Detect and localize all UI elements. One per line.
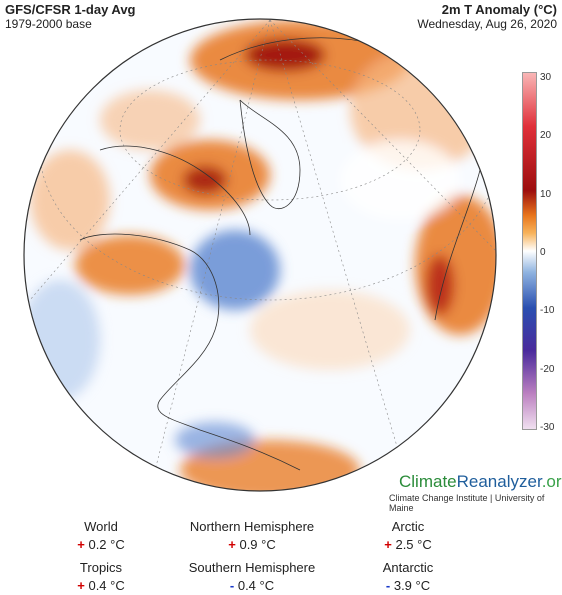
stat-label: World (84, 519, 118, 534)
stat-tropics: Tropics + 0.4 °C (6, 559, 196, 595)
stat-southern-hemisphere: Southern Hemisphere - 0.4 °C (157, 559, 347, 595)
stat-value: 0.9 °C (239, 537, 276, 552)
stat-sign: - (385, 578, 391, 593)
stat-value: 2.5 °C (395, 537, 432, 552)
stat-arctic: Arctic + 2.5 °C (313, 518, 503, 554)
institute-credit: Climate Change Institute | University of… (389, 493, 545, 513)
stat-label: Northern Hemisphere (189, 519, 315, 534)
stat-world: World + 0.2 °C (6, 518, 196, 554)
stat-sign: + (77, 537, 85, 552)
stat-sign: + (384, 537, 392, 552)
tick-label: 10 (540, 189, 552, 200)
stat-label: Southern Hemisphere (188, 560, 316, 575)
colorbar (522, 72, 537, 430)
stat-value: 3.9 °C (393, 578, 431, 593)
tick-label: -20 (540, 364, 555, 375)
tick-label: -10 (540, 305, 555, 316)
title-block: GFS/CFSR 1-day Avg 1979-2000 base (5, 2, 136, 32)
tick-label: 30 (540, 72, 552, 83)
map-title: GFS/CFSR 1-day Avg (5, 2, 136, 17)
stat-label: Antarctic (382, 560, 434, 575)
tick-label: 0 (540, 247, 546, 258)
stat-sign: - (229, 578, 235, 593)
base-period: 1979-2000 base (5, 17, 92, 31)
variable-title: 2m T Anomaly (°C) (441, 2, 557, 17)
title-block-right: 2m T Anomaly (°C) Wednesday, Aug 26, 202… (417, 2, 557, 32)
date-label: Wednesday, Aug 26, 2020 (417, 17, 557, 31)
graticule (29, 19, 496, 491)
globe-edge (23, 18, 497, 492)
stat-label: Arctic (391, 519, 425, 534)
tick-label: 20 (540, 130, 552, 141)
brand-logo[interactable]: ClimateReanalyzer.org (399, 472, 562, 491)
stat-value: 0.4 °C (88, 578, 125, 593)
stat-northern-hemisphere: Northern Hemisphere + 0.9 °C (157, 518, 347, 554)
tick-label: -30 (540, 422, 555, 433)
stat-sign: + (77, 578, 85, 593)
stat-antarctic: Antarctic - 3.9 °C (313, 559, 503, 595)
stat-sign: + (228, 537, 236, 552)
stat-label: Tropics (79, 560, 123, 575)
stat-value: 0.2 °C (88, 537, 125, 552)
stat-value: 0.4 °C (237, 578, 275, 593)
